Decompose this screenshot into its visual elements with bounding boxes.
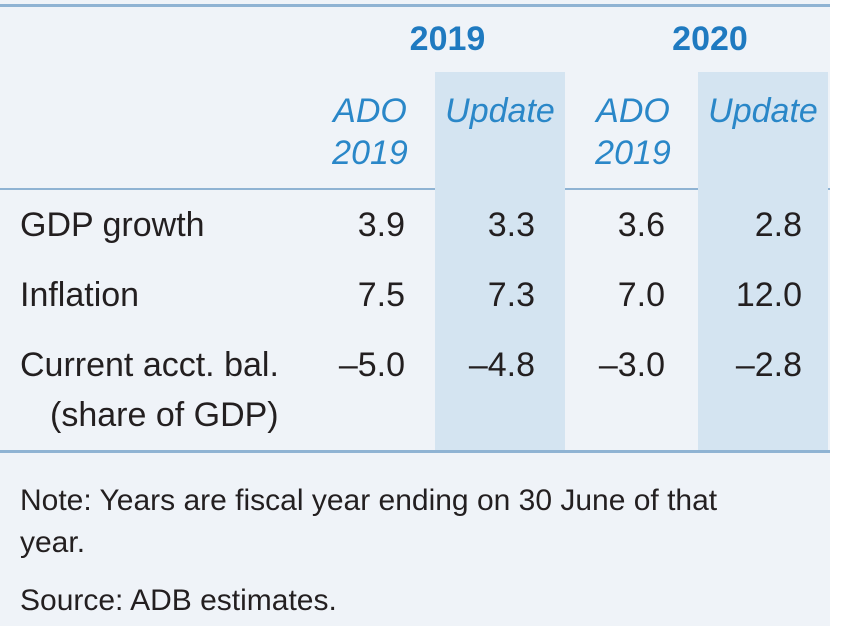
col-header-ado-2019: ADO 2019 bbox=[315, 90, 425, 174]
cell-gdp-ado-2020: 3.6 bbox=[617, 206, 665, 244]
cell-gdp-ado-2019: 3.9 bbox=[357, 206, 405, 244]
col-header-line1: Update bbox=[708, 92, 818, 130]
row-label-inflation: Inflation bbox=[20, 276, 140, 314]
year-header-2020: 2020 bbox=[672, 20, 748, 58]
cell-cab-ado-2020: –3.0 bbox=[598, 346, 665, 384]
cell-inflation-update-2019: 7.3 bbox=[487, 276, 535, 314]
table-note: Note: Years are fiscal year ending on 30… bbox=[20, 484, 718, 559]
cell-cab-update-2019: –4.8 bbox=[468, 346, 535, 384]
cell-cab-ado-2019: –5.0 bbox=[338, 346, 405, 384]
col-header-line1: ADO bbox=[596, 92, 670, 130]
col-header-ado-2020: ADO 2019 bbox=[578, 90, 688, 174]
cell-gdp-update-2019: 3.3 bbox=[487, 206, 535, 244]
table-source: Source: ADB estimates. bbox=[20, 584, 337, 617]
top-rule bbox=[0, 4, 830, 7]
col-header-update-2019: Update bbox=[435, 90, 565, 132]
cell-gdp-update-2020: 2.8 bbox=[754, 206, 802, 244]
row-label-current-account: Current acct. bal. bbox=[20, 346, 279, 384]
col-header-line1: Update bbox=[445, 92, 555, 130]
forecast-table-panel: 2019 2020 ADO 2019 Update ADO 2019 Updat… bbox=[0, 0, 830, 626]
col-header-line1: ADO bbox=[333, 92, 407, 130]
cell-inflation-ado-2019: 7.5 bbox=[357, 276, 405, 314]
row-label-current-account-sub: (share of GDP) bbox=[50, 396, 279, 434]
year-header-2019: 2019 bbox=[409, 20, 486, 58]
col-header-line2: 2019 bbox=[595, 134, 671, 172]
col-header-update-2020: Update bbox=[698, 90, 828, 132]
col-header-line2: 2019 bbox=[332, 134, 408, 172]
cell-inflation-ado-2020: 7.0 bbox=[617, 276, 665, 314]
cell-inflation-update-2020: 12.0 bbox=[735, 276, 802, 314]
cell-cab-update-2020: –2.8 bbox=[735, 346, 802, 384]
update-2019-column-shade bbox=[435, 72, 565, 450]
row-label-gdp-growth: GDP growth bbox=[20, 206, 205, 244]
update-2020-column-shade bbox=[698, 72, 828, 450]
bottom-rule bbox=[0, 450, 830, 453]
header-rule bbox=[0, 188, 830, 190]
